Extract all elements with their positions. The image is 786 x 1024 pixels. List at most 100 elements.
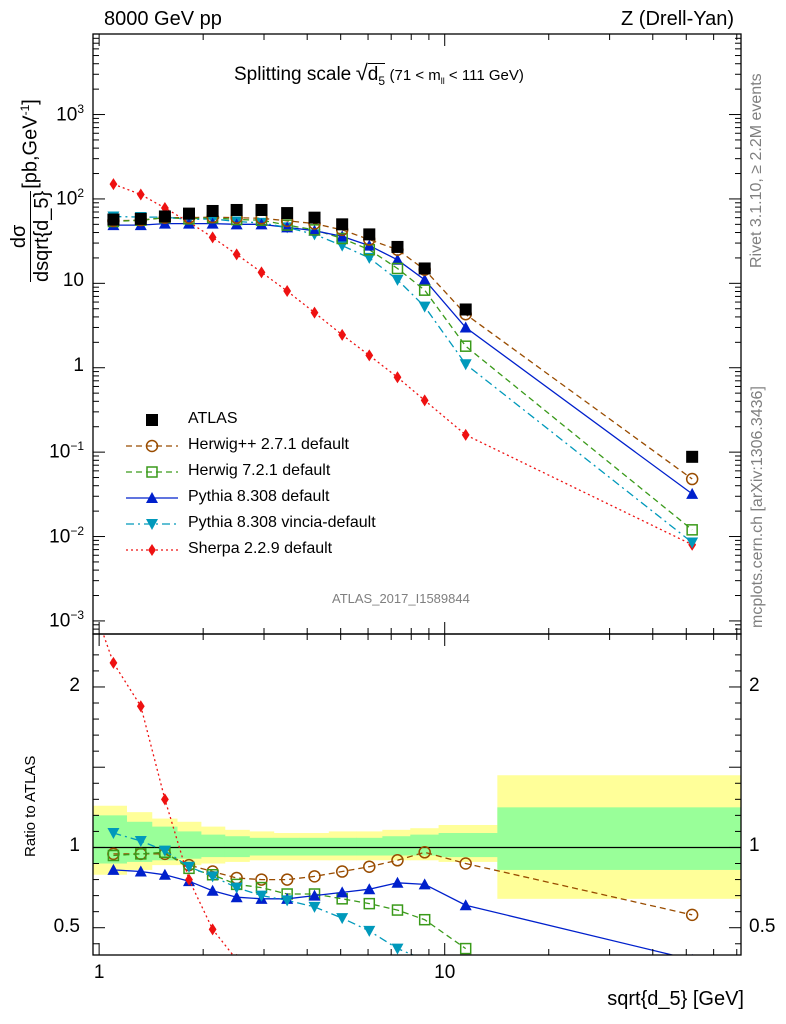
main-point-ATLAS [230, 203, 243, 216]
ratio-point-sherpa [462, 997, 470, 1009]
main-point-sherpa [257, 266, 266, 279]
header-right-label: Z (Drell-Yan) [621, 8, 734, 30]
main-point-ATLAS [107, 213, 120, 226]
legend-marker-herwigpp [145, 439, 159, 453]
legend-marker-herwig7 [146, 466, 158, 478]
ratio-series-group [93, 634, 741, 1009]
ratio-point-pythia [206, 884, 219, 896]
ratio-y-tick-label-right: 1 [749, 835, 760, 857]
ylabel-unit: [pb,GeV-1] [18, 99, 42, 189]
ratio-point-herwig7 [459, 942, 472, 955]
legend-label-vincia: Pythia 8.308 vincia-default [188, 514, 376, 531]
ratio-band-inner-bin [356, 837, 383, 856]
ratio-band-inner-bin [328, 837, 357, 856]
ratio-y-tick-label-right: 0.5 [749, 915, 776, 937]
main-point-ATLAS [206, 204, 219, 217]
main-y-tick-label: 10 [62, 270, 84, 292]
ratio-point-pythia [230, 891, 243, 903]
main-point-herwig7 [336, 232, 348, 245]
ratio-point-pythia [107, 863, 120, 875]
ratio-point-sherpa [208, 923, 217, 936]
main-point-herwig7 [459, 340, 472, 352]
ylabel-numerator: dσ [8, 224, 30, 249]
ratio-point-pythia [418, 878, 431, 890]
analysis-label: ATLAS_2017_I1589844 [332, 591, 470, 606]
ratio-point-vincia [206, 871, 219, 883]
main-point-ATLAS [158, 210, 171, 223]
main-point-sherpa [338, 328, 347, 341]
ratio-point-pythia [391, 876, 404, 888]
x-tick-label: 10 [434, 962, 456, 983]
ratio-point-herwigpp [391, 854, 404, 867]
main-point-ATLAS [336, 218, 349, 231]
main-point-sherpa [365, 349, 374, 362]
main-point-pythia [418, 273, 431, 285]
legend-marker-ATLAS [146, 414, 158, 426]
main-point-ATLAS [459, 303, 472, 316]
main-point-sherpa [283, 285, 292, 298]
legend-label-pythia: Pythia 8.308 default [188, 488, 330, 505]
ratio-point-vincia [281, 895, 294, 907]
ratio-point-pythia [158, 868, 171, 880]
main-y-tick-label: 10−3 [49, 607, 84, 632]
ratio-point-herwigpp [255, 873, 268, 886]
ratio-band-inner-bin [382, 836, 411, 856]
main-y-tick-label: 103 [56, 101, 84, 125]
ratio-point-herwig7 [135, 848, 147, 860]
main-y-axis-label: dσ dsqrt{d_5} [pb,GeV-1] [8, 99, 53, 282]
axes-group [92, 33, 742, 956]
main-point-sherpa [136, 188, 145, 201]
main-point-ATLAS [134, 212, 147, 225]
ratio-point-sherpa [394, 997, 402, 1009]
ratio-point-vincia [107, 828, 120, 840]
ratio-point-pythia [134, 865, 147, 877]
x-axis-label: sqrt{d_5} [GeV] [607, 988, 744, 1010]
ratio-y-tick-label-left: 1 [69, 835, 80, 857]
mcplots-label: mcplots.cern.ch [arXiv:1306.3436] [749, 386, 766, 628]
ratio-point-herwigpp [418, 846, 431, 859]
ratio-band-inner-bin [249, 837, 275, 856]
ratio-point-herwigpp [363, 860, 376, 873]
sqrt-sign: √ [355, 60, 368, 85]
x-tick-label: 1 [93, 962, 105, 983]
main-series-group [107, 178, 699, 551]
main-point-vincia [459, 359, 472, 371]
ratio-band-inner-bin [93, 815, 127, 864]
main-point-sherpa [461, 428, 470, 441]
main-point-sherpa [232, 248, 241, 261]
ratio-point-sherpa [136, 700, 145, 713]
main-point-vincia [336, 240, 349, 252]
legend-marker-sherpa [148, 544, 156, 556]
legend-group [126, 414, 178, 556]
main-point-ATLAS [255, 203, 268, 216]
ratio-point-vincia [308, 901, 321, 913]
header-left-label: 8000 GeV pp [104, 8, 222, 30]
ratio-point-sherpa [109, 656, 118, 669]
ratio-point-sherpa [185, 873, 193, 886]
ratio-band-inner-bin [410, 834, 440, 856]
ratio-y-tick-label-right: 2 [749, 674, 760, 696]
ratio-point-herwigpp [685, 908, 699, 922]
main-point-herwig7 [418, 284, 431, 296]
main-point-herwig7 [686, 524, 698, 536]
main-point-pythia [459, 321, 472, 333]
ratio-point-vincia [363, 925, 376, 937]
main-point-vincia [391, 274, 404, 286]
ratio-band-inner-bin [273, 837, 300, 856]
main-point-vincia [363, 252, 376, 264]
main-point-ATLAS [183, 207, 196, 220]
main-y-tick-label: 10−2 [49, 523, 84, 547]
main-point-pythia [308, 224, 321, 236]
ratio-point-pythia [363, 883, 376, 895]
main-y-tick-label: 102 [56, 185, 84, 210]
ratio-point-sherpa [283, 983, 291, 995]
ratio-band-inner-bin [438, 833, 498, 858]
main-y-tick-label: 1 [73, 354, 84, 376]
main-point-ATLAS [418, 262, 431, 275]
ratio-y-tick-label-left: 2 [69, 674, 80, 696]
ratio-line-sherpa [102, 634, 234, 955]
main-point-herwigpp [685, 472, 699, 486]
ratio-band-inner-group [93, 807, 741, 870]
ratio-point-pythia [308, 889, 321, 901]
ratio-point-sherpa [311, 990, 319, 1002]
